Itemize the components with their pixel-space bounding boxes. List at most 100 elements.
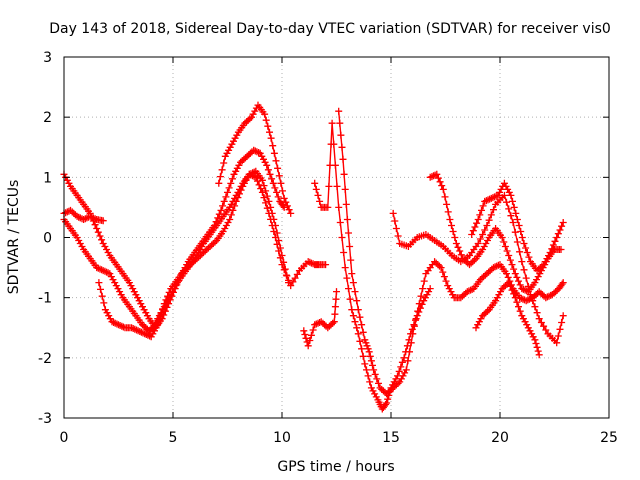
data-point-interp [208,241,216,249]
data-point-interp [471,223,479,231]
data-point-interp [478,206,485,214]
data-point-interp [136,328,144,335]
data-point-interp [70,209,78,217]
data-point-interp [267,203,275,211]
data-point-interp [251,147,259,155]
data-point-interp [362,339,370,347]
data-point [237,158,245,166]
data-point-interp [273,188,281,196]
data-point-interp [262,116,270,124]
data-point-interp [516,248,524,256]
data-point [500,191,508,199]
data-point-interp [441,193,449,201]
data-point-interp [545,252,552,260]
data-point-interp [255,181,263,189]
data-point [232,197,240,205]
data-point-interp [89,217,97,225]
data-point-interp [325,182,333,190]
data-point-interp [554,230,562,238]
data-point-interp [314,191,322,199]
data-point-interp [151,327,158,335]
data-point-interp [330,140,338,148]
data-point-interp [506,256,514,264]
data-point [511,294,519,302]
data-point-interp [379,387,387,395]
x-axis-label: GPS time / hours [277,459,394,475]
data-point-interp [482,197,490,205]
data-point-interp [266,170,274,178]
data-point-interp [510,265,518,273]
data-point [322,261,330,269]
data-point [400,354,408,362]
data-point-interp [88,213,96,221]
data-point-interp [246,149,254,157]
data-point-interp [517,228,525,235]
data-point [507,191,515,199]
data-point [93,225,101,232]
data-point-interp [428,173,436,181]
data-point-interp [83,214,91,222]
data-point-interp [302,334,310,342]
data-point [217,206,225,214]
data-point [426,285,434,293]
data-point-interp [107,273,115,281]
data-point-interp [558,222,566,230]
data-point [86,209,94,217]
data-point-interp [63,176,71,184]
data-point-interp [277,179,285,187]
data-point-interp [517,294,525,302]
data-point-interp [505,205,513,213]
data-point [228,140,236,148]
data-point [479,246,487,253]
y-tick-label: 1 [43,170,52,186]
data-point [479,312,487,320]
data-point-interp [198,250,206,258]
series-arc-8 [335,107,567,398]
data-point-interp [414,307,422,315]
data-point-interp [321,321,328,329]
data-point [559,279,567,287]
data-point [304,258,312,266]
data-point-interp [237,186,245,194]
data-point-interp [212,218,220,226]
data-point [457,294,465,302]
data-point-interp [250,173,258,181]
series-arc-11 [468,179,567,275]
data-point-interp [185,262,193,270]
data-point [505,279,513,287]
data-point [354,306,362,314]
data-point-interp [233,164,241,172]
data-point-interp [103,246,110,253]
data-point-interp [333,182,341,190]
series-arc-4 [95,170,330,341]
data-point-interp [474,321,482,329]
data-point [518,312,526,320]
data-point [500,179,508,187]
data-point-interp [234,194,242,202]
data-point [115,321,122,329]
data-point-interp [251,107,259,115]
data-point-interp [254,177,261,185]
data-point-interp [101,243,109,250]
data-point [518,285,526,293]
data-point-interp [96,232,104,240]
data-point [444,282,452,290]
data-point-interp [236,190,243,198]
data-point-interp [497,185,505,193]
data-point [518,258,526,266]
data-point [106,270,114,278]
data-point-interp [520,266,528,274]
data-point-interp [491,263,499,271]
data-point-interp [275,172,283,180]
data-point-interp [293,270,301,278]
data-point-interp [270,149,278,157]
data-point-interp [81,215,89,223]
data-point-interp [439,268,447,276]
data-point-interp [130,288,138,296]
data-point-interp [269,142,277,150]
data-point [498,234,506,241]
data-point [376,384,384,392]
data-point-interp [434,261,442,269]
data-point-interp [540,322,548,330]
